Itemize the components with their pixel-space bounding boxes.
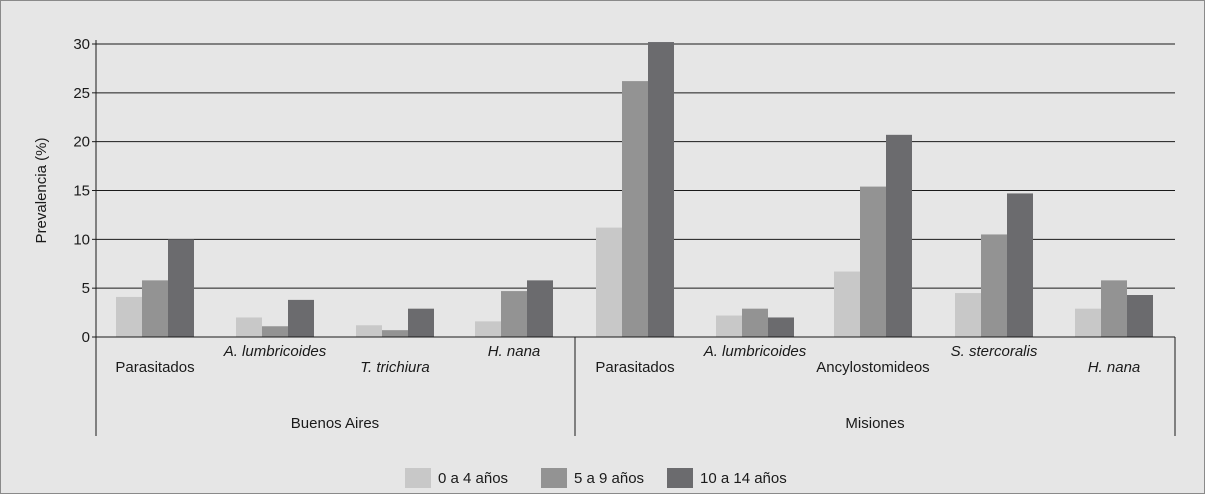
legend-swatch — [541, 468, 567, 488]
category-label: Ancylostomideos — [816, 359, 929, 376]
bar — [886, 134, 912, 337]
category-label: A. lumbricoides — [223, 343, 327, 360]
legend-swatch — [405, 468, 431, 488]
bar — [955, 293, 981, 337]
category-label: H. nana — [488, 343, 541, 360]
category-labels: Parasitados A. lumbricoides T. trichiura H.… — [115, 343, 1140, 376]
y-tick-label: 20 — [73, 134, 90, 151]
legend-label: 5 a 9 años — [574, 470, 644, 487]
bar — [1075, 308, 1101, 337]
bar — [501, 291, 527, 337]
y-tick-label: 15 — [73, 183, 90, 200]
bar — [262, 326, 288, 337]
category-label: Parasitados — [595, 359, 674, 376]
bars — [116, 42, 1153, 338]
legend-swatch — [667, 468, 693, 488]
group-labels: Buenos Aires Misiones — [291, 415, 905, 432]
category-label: S. stercoralis — [951, 343, 1038, 360]
bar — [356, 325, 382, 337]
bar — [622, 81, 648, 337]
bar — [860, 186, 886, 337]
y-tick-label: 0 — [82, 329, 90, 346]
category-label: T. trichiura — [360, 359, 429, 376]
bar — [116, 296, 142, 337]
bar — [527, 280, 553, 337]
bar — [596, 227, 622, 337]
legend-label: 0 a 4 años — [438, 470, 508, 487]
category-label: Parasitados — [115, 359, 194, 376]
bar — [475, 321, 501, 337]
bar — [142, 280, 168, 337]
bar — [768, 317, 794, 337]
bar — [1007, 193, 1033, 337]
bar — [834, 271, 860, 337]
bar — [168, 239, 194, 337]
bar — [408, 308, 434, 337]
bar — [716, 315, 742, 337]
bar — [1101, 280, 1127, 337]
bar — [1127, 295, 1153, 337]
bar — [981, 234, 1007, 337]
category-label: A. lumbricoides — [703, 343, 807, 360]
bar — [288, 299, 314, 337]
bar — [648, 42, 674, 338]
y-tick-label: 10 — [73, 231, 90, 248]
legend: 0 a 4 años 5 a 9 años 10 a 14 años — [405, 468, 787, 488]
y-tick-label: 30 — [73, 36, 90, 53]
bar — [382, 330, 408, 337]
group-label: Misiones — [845, 415, 904, 432]
y-tick-labels: 0 5 10 15 20 25 30 — [73, 36, 90, 346]
bar — [236, 317, 262, 337]
legend-label: 10 a 14 años — [700, 470, 787, 487]
axes — [92, 40, 1176, 436]
y-tick-label: 25 — [73, 85, 90, 102]
bar — [742, 308, 768, 337]
y-axis-title: Prevalencia (%) — [33, 138, 50, 244]
group-label: Buenos Aires — [291, 415, 379, 432]
y-tick-label: 5 — [82, 280, 90, 297]
category-label: H. nana — [1088, 359, 1141, 376]
